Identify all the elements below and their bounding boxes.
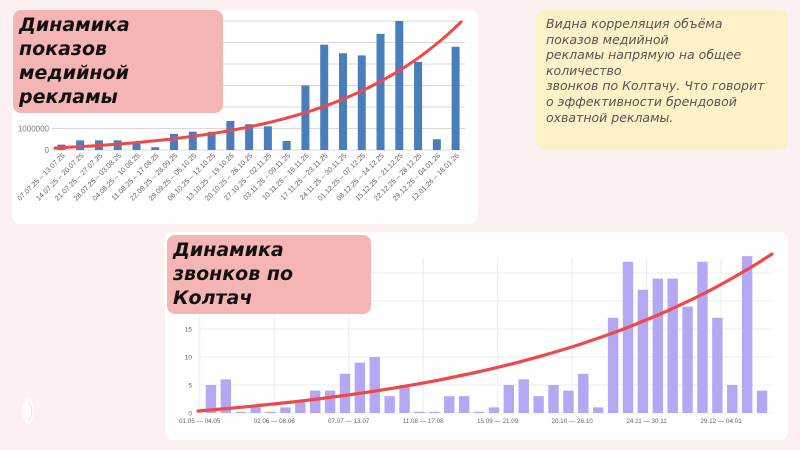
- bar: [151, 147, 160, 150]
- bar: [282, 140, 291, 150]
- x-tick-label: 24.11 — 30.11: [626, 418, 667, 425]
- bar: [295, 401, 306, 413]
- bar: [395, 21, 404, 150]
- bar: [518, 379, 529, 413]
- bar: [132, 143, 141, 150]
- y-tick-label: 0: [188, 411, 192, 418]
- x-tick-label: 15.09 — 21.09: [477, 418, 519, 425]
- y-tick-label: 0: [45, 146, 50, 155]
- bar: [432, 139, 441, 150]
- x-tick-label: 20.10 — 26.10: [551, 418, 593, 425]
- bar: [324, 390, 336, 413]
- y-tick-label: 1000000: [18, 125, 50, 134]
- bar: [384, 396, 395, 413]
- y-tick-label: 10: [185, 355, 193, 362]
- bar: [607, 317, 619, 413]
- bar: [205, 385, 217, 413]
- bar: [637, 289, 649, 413]
- bar: [488, 407, 500, 413]
- bar: [226, 120, 235, 150]
- bar: [652, 278, 663, 413]
- bar: [220, 379, 232, 413]
- y-tick-label: 5: [188, 383, 192, 390]
- x-tick-label: 07.07 — 13.07: [328, 418, 370, 425]
- bar: [170, 133, 179, 150]
- bar: [622, 261, 634, 413]
- bar: [354, 362, 366, 413]
- bar: [338, 53, 347, 150]
- bar: [458, 396, 470, 413]
- bar: [578, 373, 589, 413]
- bar: [444, 396, 455, 413]
- bar: [533, 396, 544, 413]
- bar: [245, 124, 254, 150]
- bar: [697, 261, 708, 413]
- bar: [339, 373, 351, 413]
- x-tick-label: 11.08 — 17.08: [403, 418, 444, 425]
- x-tick-label: 02.06 — 08.06: [254, 418, 296, 425]
- bar: [301, 85, 310, 150]
- bar: [250, 407, 261, 413]
- y-tick-label: 15: [185, 327, 193, 334]
- bar: [429, 411, 440, 413]
- bar: [473, 411, 485, 413]
- bar: [235, 411, 246, 413]
- bar: [548, 385, 559, 413]
- x-tick-label: 01.05 — 04.05: [179, 418, 221, 425]
- bar: [263, 126, 272, 150]
- bar: [369, 357, 380, 413]
- x-tick-label: 29.12 — 04.01: [700, 418, 742, 425]
- bar: [727, 385, 738, 413]
- bar: [503, 385, 515, 413]
- trendline: [196, 252, 774, 413]
- bar: [320, 44, 329, 150]
- bar: [563, 390, 574, 413]
- bar: [414, 61, 423, 150]
- correlation-note: Видна корреляция объёма показов медийной…: [536, 10, 788, 150]
- logo-icon: [22, 397, 34, 425]
- bar: [712, 317, 723, 413]
- bar: [682, 306, 693, 413]
- bar: [741, 256, 753, 413]
- bar: [399, 385, 410, 413]
- bar: [357, 55, 366, 150]
- calls-title-text: Динамика звонков по Колтач: [173, 239, 294, 309]
- bar: [756, 390, 768, 413]
- trendline: [53, 20, 463, 150]
- bar: [451, 46, 460, 150]
- bar: [667, 278, 678, 413]
- bar: [414, 411, 425, 413]
- impressions-chart-title: Динамика показов медийной рекламы: [13, 10, 223, 113]
- calls-chart-title: Динамика звонков по Колтач: [167, 235, 371, 314]
- bar: [593, 407, 604, 413]
- bar: [280, 407, 291, 413]
- impressions-title-text: Динамика показов медийной рекламы: [19, 14, 130, 108]
- bar: [207, 131, 216, 150]
- bar: [376, 33, 385, 150]
- bar: [188, 131, 197, 150]
- bar: [265, 411, 276, 413]
- bar: [310, 390, 321, 413]
